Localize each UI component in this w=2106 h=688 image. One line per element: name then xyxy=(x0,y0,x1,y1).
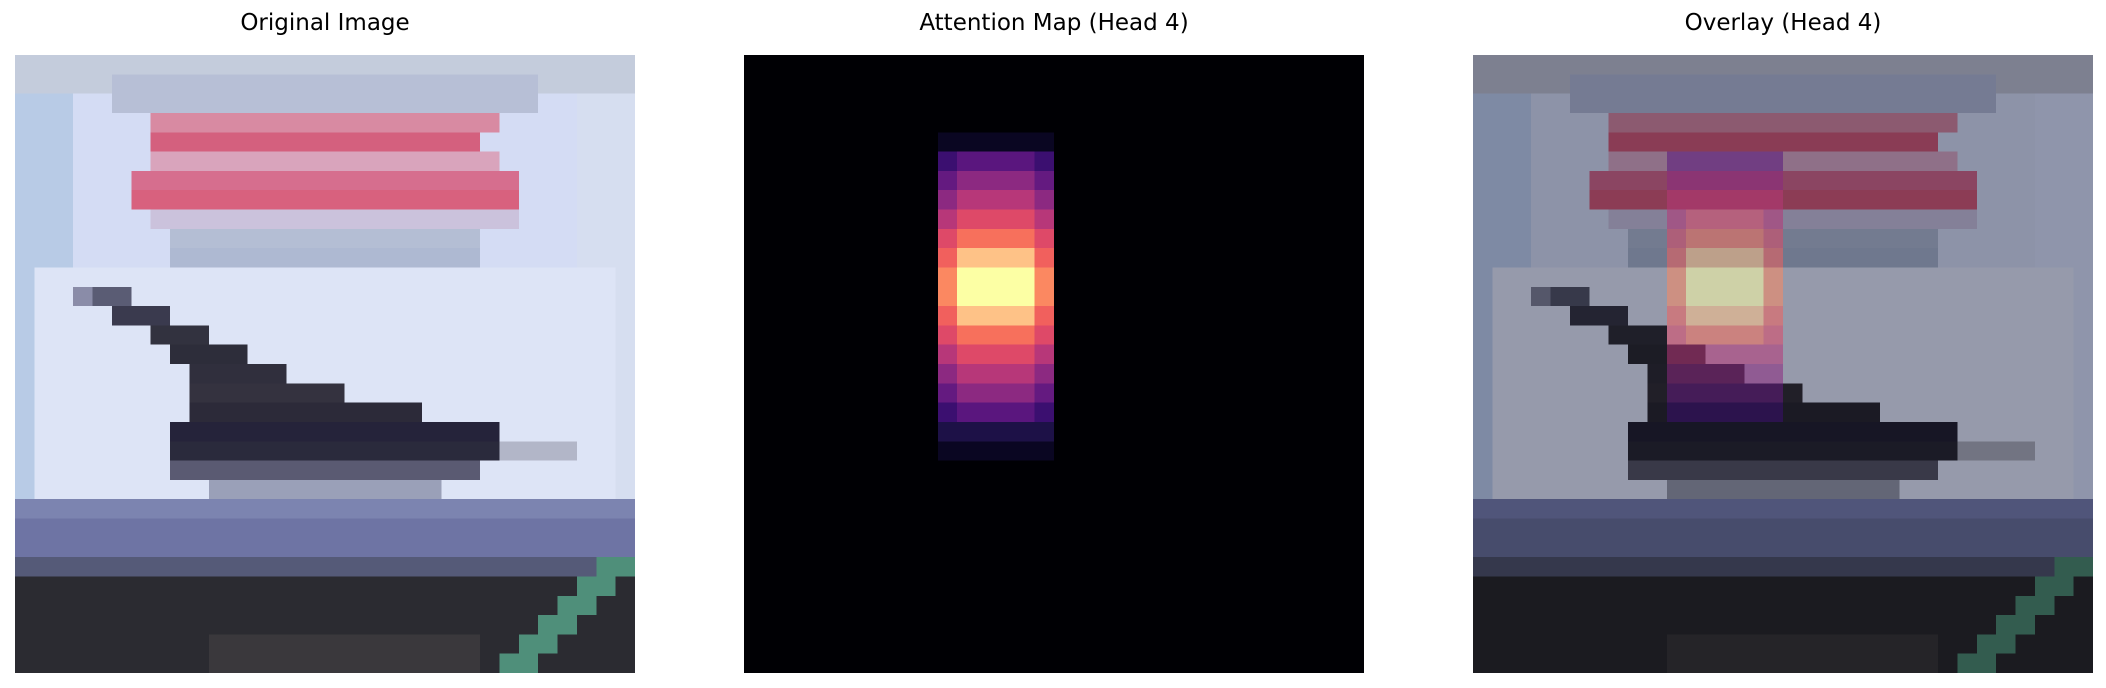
attention-map-image xyxy=(744,55,1364,673)
overlay-title: Overlay (Head 4) xyxy=(1684,10,1882,36)
overlay-pixels xyxy=(1473,55,2093,673)
attention-map-pixels xyxy=(744,55,1364,673)
original-image-panel: Original Image xyxy=(15,0,635,688)
attention-map-panel: Attention Map (Head 4) xyxy=(744,0,1364,688)
overlay-attention-layer xyxy=(1666,151,1783,422)
original-scene xyxy=(15,55,635,673)
original-image xyxy=(15,55,635,673)
attention-heatmap xyxy=(744,55,1364,673)
overlay-panel: Overlay (Head 4) xyxy=(1473,0,2093,688)
original-image-pixels xyxy=(15,55,635,673)
attention-map-title: Attention Map (Head 4) xyxy=(919,10,1189,36)
overlay-image xyxy=(1473,55,2093,673)
original-image-title: Original Image xyxy=(240,10,410,36)
